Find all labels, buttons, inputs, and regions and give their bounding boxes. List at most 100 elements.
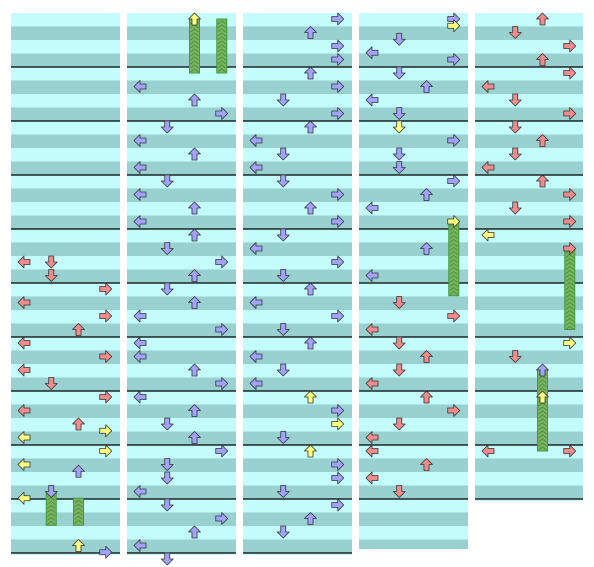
step-arrow-down [160,458,174,471]
beat-stripe [243,80,352,94]
freeze-stripe [565,317,575,322]
beat-stripe [11,67,120,81]
beat-stripe [11,404,120,418]
beat-stripe [243,148,352,162]
step-arrow-up [420,188,433,201]
step-arrow-up [188,228,201,242]
beat-stripe [475,404,583,418]
freeze-stripe [538,379,547,384]
chart-column-4 [475,12,583,501]
beat-stripe [475,215,583,229]
beat-stripe [475,350,583,364]
beat-stripe [11,458,120,472]
freeze-stripe [449,242,459,247]
freeze-stripe [449,278,459,283]
step-arrow-down [276,269,290,282]
freeze-stripe [190,64,199,69]
step-arrow-right [447,174,461,188]
beat-stripe [11,134,120,148]
step-arrow-up [536,174,549,188]
freeze-stripe [565,321,575,326]
beat-stripe [475,431,583,445]
beat-stripe [11,121,120,135]
step-arrow-right [99,350,113,363]
freeze-stripe [538,442,547,447]
step-arrow-right [331,107,345,120]
freeze-stripe [190,48,199,53]
step-arrow-left [365,269,379,282]
step-arrow-right [331,53,345,66]
freeze-stripe [565,309,575,314]
step-arrow-right [447,134,461,147]
beat-stripe [127,404,236,418]
step-arrow-left [481,444,495,458]
freeze-stripe [217,28,227,33]
beat-stripe [243,202,352,216]
beat-stripe [11,80,120,94]
chart-column-0 [11,13,120,559]
freeze-stripe [538,383,547,388]
beat-stripe [243,499,352,513]
step-arrow-up [304,512,317,525]
beat-stripe [243,364,352,378]
beat-stripe [359,391,468,405]
beat-stripe [11,418,120,432]
step-arrow-down [392,120,406,134]
freeze-stripe [190,32,199,37]
beat-stripe [243,296,352,310]
beat-stripe [11,485,120,499]
beat-stripe [475,161,583,175]
beat-stripe [475,418,583,432]
step-arrow-down [276,228,290,242]
beat-stripe [243,472,352,486]
beat-stripe [127,175,236,189]
beat-stripe [11,350,120,364]
beat-stripe [359,202,468,216]
step-arrow-down [508,350,522,363]
beat-stripe [359,404,468,418]
beat-stripe [475,445,583,459]
beat-stripe [243,350,352,364]
step-arrow-right [215,444,229,458]
freeze-stripe [217,48,227,53]
beat-stripe [359,377,468,391]
beat-stripe [243,458,352,472]
beat-stripe [127,229,236,243]
beat-stripe [11,377,120,391]
step-arrow-left [17,296,31,309]
beat-stripe [243,445,352,459]
step-arrow-right [331,188,345,201]
beat-stripe [11,269,120,283]
beat-stripe [127,458,236,472]
beat-stripe [475,242,583,256]
beat-stripe [243,526,352,540]
step-arrow-up [188,12,201,26]
freeze-stripe [74,519,83,524]
beat-stripe [243,229,352,243]
step-arrow-up [188,201,201,215]
step-arrow-down [392,417,406,431]
step-arrow-down [160,498,174,512]
step-arrow-right [447,53,461,66]
beat-stripe [11,107,120,121]
step-arrow-left [17,404,31,417]
beat-stripe [127,202,236,216]
beat-stripe [243,175,352,189]
beat-stripe [243,161,352,175]
beat-stripe [359,80,468,94]
beat-stripe [359,107,468,121]
step-arrow-down [276,431,290,444]
step-arrow-up [188,93,201,107]
step-arrow-left [249,242,263,255]
step-arrow-right [215,255,229,269]
freeze-stripe [190,28,199,33]
step-arrow-left [249,134,263,147]
beat-stripe [243,283,352,297]
beat-stripe [11,53,120,67]
step-arrow-left [249,350,263,363]
step-arrow-down [392,107,406,120]
step-arrow-down [276,174,290,188]
freeze-stripe [565,293,575,298]
beat-stripe [359,472,468,486]
